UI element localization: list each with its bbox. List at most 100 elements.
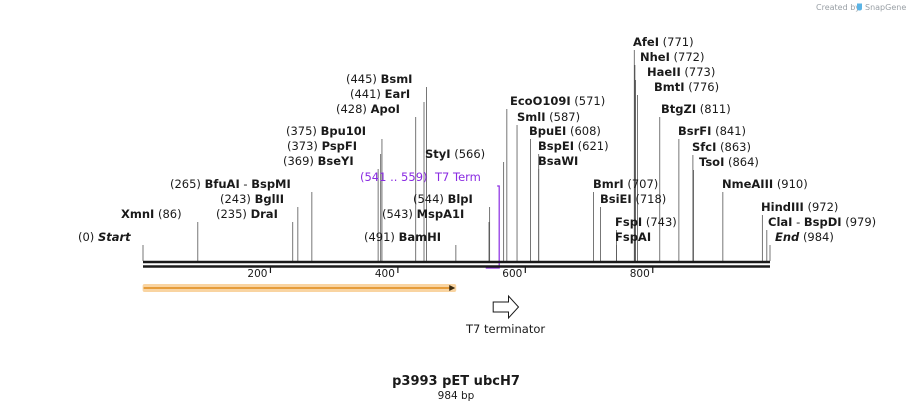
site-ecoo109i[interactable]: EcoO109I (571) — [510, 94, 605, 108]
site-bsrfi[interactable]: BsrFI (841) — [678, 124, 746, 138]
site-label: BsaWI — [538, 154, 578, 168]
site-sfci[interactable]: SfcI (863) — [692, 140, 751, 154]
site-name: StyI — [425, 147, 451, 161]
site-apoi[interactable]: (428) ApoI — [336, 102, 400, 116]
site-position: (375) — [286, 124, 317, 138]
site-btgzi[interactable]: BtgZI (811) — [661, 102, 731, 116]
site-label: BsiEI (718) — [600, 192, 666, 206]
site-name: EcoO109I — [510, 94, 571, 108]
site-bspei[interactable]: BspEI (621) — [538, 139, 609, 153]
site-label: EcoO109I (571) — [510, 94, 605, 108]
site-label: (428) ApoI — [336, 102, 400, 116]
site-bmri[interactable]: BmrI (707) — [593, 177, 658, 191]
site-pspfi[interactable]: (373) PspFI — [287, 139, 357, 153]
site-fspai[interactable]: FspAI — [615, 230, 651, 244]
site-eari[interactable]: (441) EarI — [350, 87, 410, 101]
site-name: BspEI — [538, 139, 574, 153]
site-name: FspI — [615, 215, 642, 229]
site-label: (543) MspA1I — [382, 207, 464, 221]
site-position: (864) — [728, 155, 759, 169]
site-label: TsoI (864) — [699, 155, 759, 169]
site-name: BlpI — [448, 192, 473, 206]
site-bseyi[interactable]: (369) BseYI — [283, 154, 354, 168]
site-position: (979) — [845, 215, 876, 229]
site-bmti[interactable]: BmtI (776) — [654, 80, 719, 94]
site-bpuei[interactable]: BpuEI (608) — [529, 124, 601, 138]
site-bsmi[interactable]: (445) BsmI — [346, 72, 412, 86]
site-label: (0) Start — [78, 230, 131, 244]
site-bsiei[interactable]: BsiEI (718) — [600, 192, 666, 206]
site-bamhi[interactable]: (491) BamHI — [364, 230, 441, 244]
site-mspa1i[interactable]: (543) MspA1I — [382, 207, 464, 221]
orf-arrowhead-icon — [449, 285, 456, 291]
site-bfuai[interactable]: (265) BfuAI - BspMI — [170, 177, 291, 191]
site-name: ApoI — [371, 102, 400, 116]
ruler-ticks: 200 400 600 800 — [247, 267, 654, 280]
site-name: MspA1I — [417, 207, 465, 221]
site-position: (369) — [283, 154, 314, 168]
site-label: (544) BlpI — [413, 192, 473, 206]
plasmid-title: p3993 pET ubcH7 — [392, 374, 520, 389]
site-end[interactable]: End (984) — [775, 230, 834, 244]
site-position: (428) — [336, 102, 367, 116]
site-position: (441) — [350, 87, 381, 101]
site-bglii[interactable]: (243) BglII — [220, 192, 284, 206]
site-name: SmlI — [517, 110, 546, 124]
site-name: BmtI — [654, 80, 685, 94]
site-position: (373) — [287, 139, 318, 153]
feature-t7-terminator[interactable]: T7 terminator — [465, 294, 545, 336]
site-fspi[interactable]: FspI (743) — [615, 215, 677, 229]
site-drai[interactable]: (235) DraI — [216, 207, 278, 221]
site-label: ClaI - BspDI (979) — [768, 215, 876, 229]
site-position: (621) — [578, 139, 609, 153]
site-position: (972) — [807, 200, 838, 214]
site-label: (369) BseYI — [283, 154, 354, 168]
site-name: HindIII — [761, 200, 804, 214]
site-name-2: BspMI — [251, 177, 291, 191]
site-position: (773) — [684, 65, 715, 79]
site-name: BsrFI — [678, 124, 711, 138]
site-afei[interactable]: AfeI (771) — [633, 35, 694, 49]
site-separator: - — [240, 177, 251, 191]
snapgene-logo-icon — [857, 3, 862, 11]
site-smli[interactable]: SmlI (587) — [517, 110, 580, 124]
site-position: (86) — [158, 207, 182, 221]
site-name: TsoI — [699, 155, 724, 169]
site-bpu10i[interactable]: (375) Bpu10I — [286, 124, 366, 138]
site-position: (776) — [688, 80, 719, 94]
site-position: (910) — [777, 177, 808, 191]
site-label: SfcI (863) — [692, 140, 751, 154]
tick-label: 200 — [247, 268, 267, 280]
site-name: XmnI — [121, 207, 154, 221]
site-nmeaiii[interactable]: NmeAIII (910) — [722, 177, 808, 191]
site-xmni[interactable]: XmnI (86) — [121, 207, 182, 221]
site-position: (491) — [364, 230, 395, 244]
site-lines — [142, 50, 771, 261]
site-tsoi[interactable]: TsoI (864) — [699, 155, 759, 169]
site-position: (771) — [663, 35, 694, 49]
site-name: Start — [98, 230, 131, 244]
site-label: SmlI (587) — [517, 110, 580, 124]
site-position: (235) — [216, 207, 247, 221]
site-styi[interactable]: StyI (566) — [425, 147, 485, 161]
site-label: BmrI (707) — [593, 177, 658, 191]
primer-range: (541 .. 559) — [360, 170, 428, 184]
primer-t7-term[interactable]: (541 .. 559) T7 Term — [360, 170, 500, 269]
feature-label: T7 terminator — [465, 322, 545, 336]
site-hindiii[interactable]: HindIII (972) — [761, 200, 838, 214]
site-name: PspFI — [322, 139, 357, 153]
site-position: (243) — [220, 192, 251, 206]
site-position: (445) — [346, 72, 377, 86]
orf-feature-bar[interactable] — [142, 284, 457, 292]
site-blpi[interactable]: (544) BlpI — [413, 192, 473, 206]
site-position: (707) — [627, 177, 658, 191]
site-haeii[interactable]: HaeII (773) — [647, 65, 715, 79]
site-name: ClaI — [768, 215, 792, 229]
site-bsawi[interactable]: BsaWI — [538, 154, 578, 168]
site-nhei[interactable]: NheI (772) — [640, 50, 704, 64]
site-start[interactable]: (0) Start — [78, 230, 131, 244]
site-name: EarI — [385, 87, 411, 101]
site-clai[interactable]: ClaI - BspDI (979) — [768, 215, 876, 229]
